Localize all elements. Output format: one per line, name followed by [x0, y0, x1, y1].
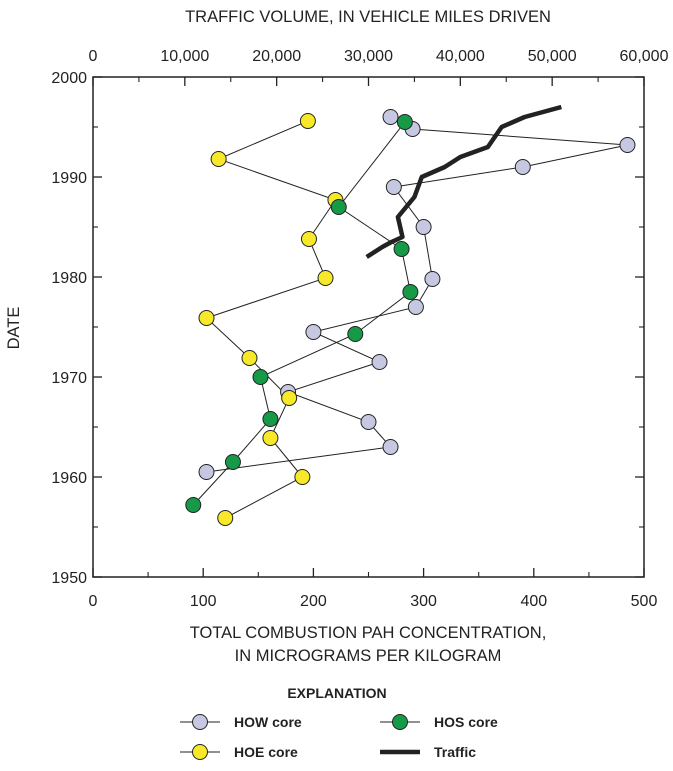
- bottom-tick-label: 400: [520, 593, 547, 610]
- point-hos-core: [252, 369, 269, 385]
- legend-label-hoe-core: HOE core: [234, 744, 298, 760]
- legend-marker-hoe-core: [192, 744, 208, 760]
- point-hos-core: [402, 284, 419, 300]
- point-how-core: [407, 299, 424, 315]
- series-line-how-core: [206, 116, 628, 473]
- point-how-core: [305, 324, 322, 340]
- chart-marks: [185, 104, 636, 526]
- legend-marker-hos-core: [392, 714, 408, 730]
- point-hoe-core: [281, 390, 298, 406]
- point-hoe-core: [294, 469, 311, 485]
- point-hoe-core: [317, 270, 334, 286]
- top-tick-label: 0: [89, 48, 98, 65]
- point-how-core: [198, 464, 215, 480]
- left-tick-label: 1970: [51, 370, 87, 387]
- point-hos-core: [347, 326, 364, 342]
- point-how-core: [371, 354, 388, 370]
- point-hoe-core: [210, 151, 227, 167]
- point-how-core: [424, 271, 441, 287]
- top-tick-label: 30,000: [344, 48, 393, 65]
- traffic-line: [365, 104, 562, 259]
- y-axis-title: DATE: [5, 307, 23, 350]
- point-how-core: [514, 159, 531, 175]
- top-axis-title: TRAFFIC VOLUME, IN VEHICLE MILES DRIVEN: [185, 8, 551, 26]
- left-tick-label: 1990: [51, 170, 87, 187]
- bottom-tick-label: 300: [410, 593, 437, 610]
- legend-label-traffic: Traffic: [434, 744, 476, 760]
- bottom-tick-label: 500: [631, 593, 658, 610]
- left-tick-label: 1980: [51, 270, 87, 287]
- left-tick-label: 2000: [51, 70, 87, 87]
- point-how-core: [382, 109, 399, 125]
- point-how-core: [385, 179, 402, 195]
- top-tick-label: 50,000: [528, 48, 577, 65]
- legend-marker-how-core: [192, 714, 208, 730]
- left-tick-label: 1950: [51, 570, 87, 587]
- plot-axes: [92, 76, 645, 578]
- axis-ticks: 0 100 200 300 400 500 0 10,000 20,000 30,000 40,00…: [51, 48, 668, 610]
- legend: EXPLANATION HOW core HOS core HOE core Traf…: [180, 685, 498, 760]
- point-hoe-core: [262, 430, 279, 446]
- point-how-core: [360, 414, 377, 430]
- series-line-hos-core: [192, 121, 411, 506]
- point-hos-core: [393, 241, 410, 257]
- bottom-axis-title-line2: IN MICROGRAMS PER KILOGRAM: [235, 647, 502, 665]
- point-hos-core: [396, 114, 413, 130]
- top-tick-label: 20,000: [252, 48, 301, 65]
- point-hos-core: [224, 454, 241, 470]
- bottom-tick-label: 100: [190, 593, 217, 610]
- bottom-tick-label: 200: [300, 593, 327, 610]
- point-how-core: [415, 219, 432, 235]
- legend-items: HOW core HOS core HOE core Traffic: [180, 714, 498, 760]
- point-hoe-core: [198, 310, 215, 326]
- point-hos-core: [262, 411, 279, 427]
- top-tick-label: 10,000: [160, 48, 209, 65]
- legend-label-how-core: HOW core: [234, 714, 302, 730]
- top-tick-label: 40,000: [436, 48, 485, 65]
- bottom-axis-title-line1: TOTAL COMBUSTION PAH CONCENTRATION,: [190, 624, 547, 642]
- point-hoe-core: [299, 113, 316, 129]
- point-hoe-core: [241, 350, 258, 366]
- point-hos-core: [185, 497, 202, 513]
- point-hoe-core: [300, 231, 317, 247]
- plot-frame: [92, 76, 645, 578]
- point-hoe-core: [217, 510, 234, 526]
- legend-label-hos-core: HOS core: [434, 714, 498, 730]
- point-how-core: [382, 439, 399, 455]
- legend-title: EXPLANATION: [287, 685, 386, 701]
- point-how-core: [619, 137, 636, 153]
- bottom-tick-label: 0: [89, 593, 98, 610]
- point-hos-core: [330, 199, 347, 215]
- left-tick-label: 1960: [51, 470, 87, 487]
- top-tick-label: 60,000: [620, 48, 669, 65]
